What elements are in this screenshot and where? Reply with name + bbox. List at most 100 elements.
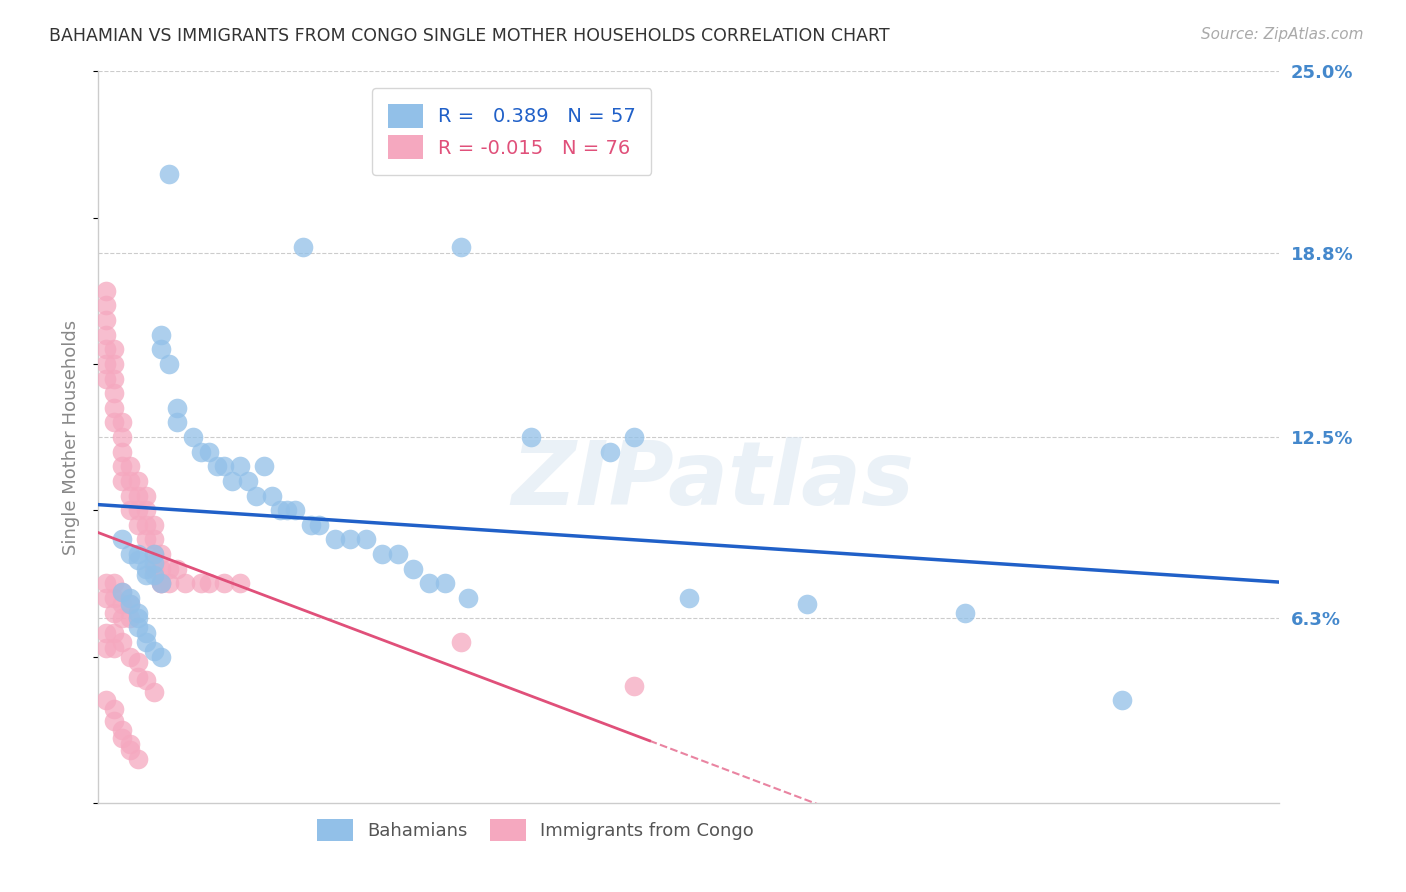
Point	[96, 626, 118, 640]
Point	[157, 167, 180, 181]
Point	[150, 562, 173, 576]
Point	[96, 576, 118, 591]
Point	[135, 503, 157, 517]
Point	[174, 576, 197, 591]
Text: BAHAMIAN VS IMMIGRANTS FROM CONGO SINGLE MOTHER HOUSEHOLDS CORRELATION CHART: BAHAMIAN VS IMMIGRANTS FROM CONGO SINGLE…	[49, 27, 890, 45]
Point	[678, 591, 700, 605]
Point	[118, 474, 141, 488]
Point	[103, 416, 125, 430]
Point	[127, 503, 149, 517]
Point	[229, 576, 252, 591]
Point	[166, 562, 188, 576]
Point	[450, 635, 472, 649]
Point	[127, 620, 149, 634]
Point	[111, 585, 134, 599]
Point	[96, 343, 118, 357]
Point	[1111, 693, 1133, 707]
Point	[623, 679, 645, 693]
Point	[229, 459, 252, 474]
Point	[103, 591, 125, 605]
Point	[103, 371, 125, 385]
Point	[118, 611, 141, 625]
Point	[103, 714, 125, 728]
Point	[127, 611, 149, 625]
Point	[96, 357, 118, 371]
Point	[111, 416, 134, 430]
Point	[103, 401, 125, 415]
Point	[166, 401, 188, 415]
Point	[135, 673, 157, 687]
Point	[135, 562, 157, 576]
Point	[142, 684, 165, 698]
Point	[197, 576, 219, 591]
Point	[157, 562, 180, 576]
Point	[111, 533, 134, 547]
Text: Source: ZipAtlas.com: Source: ZipAtlas.com	[1201, 27, 1364, 42]
Point	[135, 517, 157, 532]
Point	[245, 489, 267, 503]
Point	[150, 327, 173, 342]
Point	[111, 444, 134, 458]
Point	[96, 693, 118, 707]
Point	[276, 503, 298, 517]
Point	[96, 371, 118, 385]
Text: ZIPatlas: ZIPatlas	[510, 437, 914, 524]
Point	[118, 743, 141, 757]
Point	[118, 649, 141, 664]
Point	[111, 430, 134, 444]
Point	[111, 474, 134, 488]
Point	[142, 547, 165, 561]
Point	[190, 444, 212, 458]
Point	[103, 702, 125, 716]
Point	[111, 585, 134, 599]
Point	[221, 474, 243, 488]
Point	[118, 489, 141, 503]
Point	[103, 606, 125, 620]
Point	[166, 416, 188, 430]
Point	[142, 533, 165, 547]
Point	[135, 533, 157, 547]
Point	[150, 649, 173, 664]
Point	[135, 489, 157, 503]
Point	[450, 240, 472, 254]
Point	[292, 240, 315, 254]
Point	[599, 444, 621, 458]
Point	[308, 517, 330, 532]
Point	[96, 313, 118, 327]
Point	[127, 489, 149, 503]
Point	[103, 343, 125, 357]
Point	[111, 731, 134, 746]
Point	[127, 606, 149, 620]
Point	[103, 640, 125, 655]
Point	[135, 567, 157, 582]
Legend: Bahamians, Immigrants from Congo: Bahamians, Immigrants from Congo	[309, 812, 761, 848]
Point	[371, 547, 394, 561]
Point	[150, 576, 173, 591]
Point	[190, 576, 212, 591]
Point	[111, 459, 134, 474]
Point	[135, 635, 157, 649]
Point	[127, 474, 149, 488]
Point	[103, 357, 125, 371]
Point	[197, 444, 219, 458]
Point	[150, 576, 173, 591]
Point	[127, 752, 149, 766]
Point	[118, 503, 141, 517]
Point	[111, 597, 134, 611]
Point	[103, 386, 125, 401]
Point	[127, 656, 149, 670]
Point	[214, 459, 236, 474]
Point	[260, 489, 283, 503]
Point	[323, 533, 346, 547]
Point	[142, 562, 165, 576]
Point	[520, 430, 543, 444]
Point	[142, 517, 165, 532]
Point	[111, 723, 134, 737]
Point	[339, 533, 361, 547]
Point	[142, 547, 165, 561]
Point	[111, 611, 134, 625]
Point	[402, 562, 425, 576]
Point	[127, 553, 149, 567]
Point	[135, 626, 157, 640]
Point	[142, 567, 165, 582]
